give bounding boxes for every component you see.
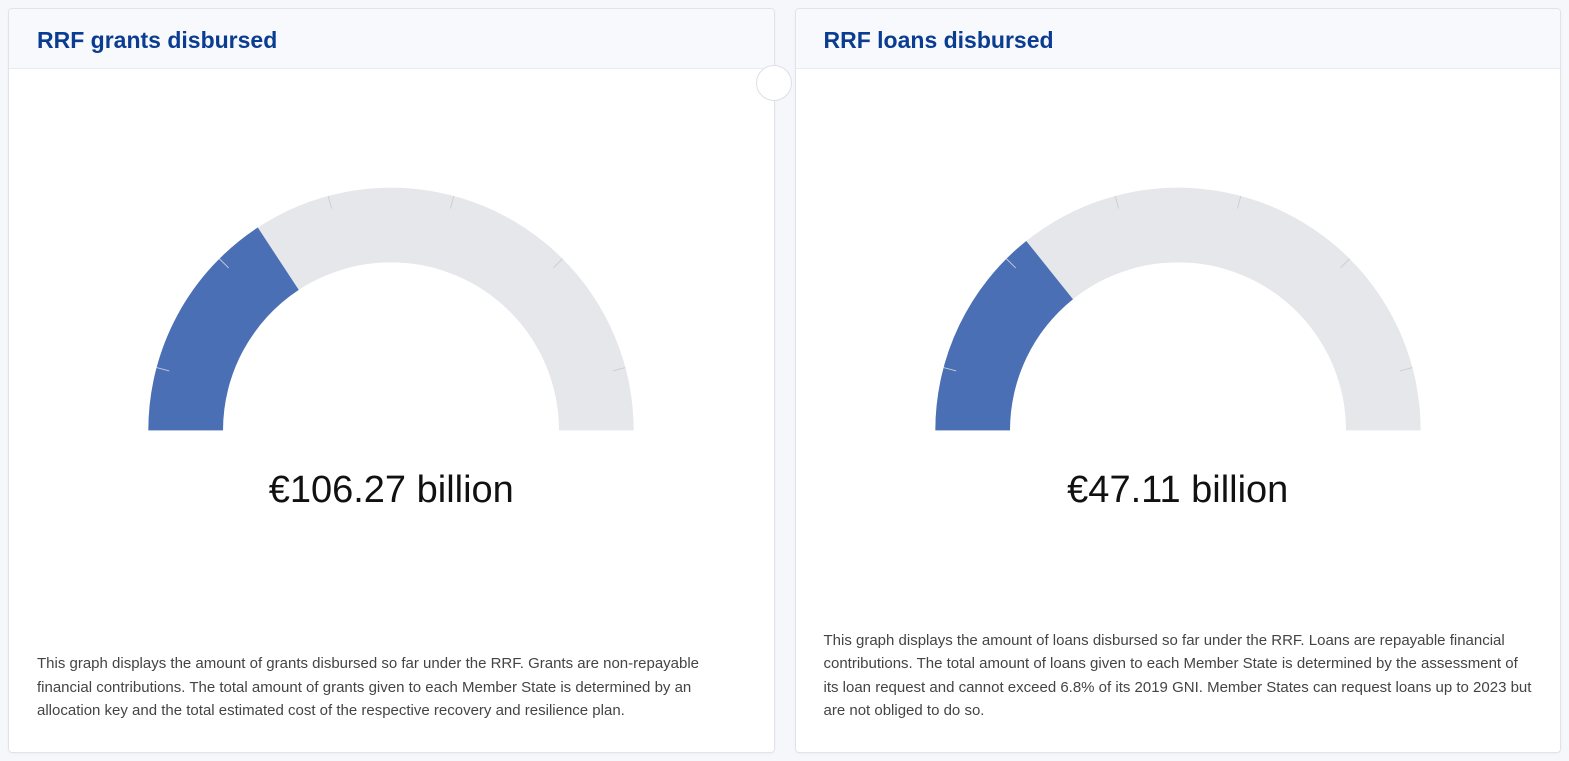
grants-card: RRF grants disbursed €106.27 billion Thi… [8,8,775,753]
grants-description: This graph displays the amount of grants… [9,652,774,752]
grants-card-header: RRF grants disbursed [9,9,774,69]
grants-title: RRF grants disbursed [37,27,746,54]
grants-gauge: €106.27 billion [33,69,750,512]
loans-card-body: €47.11 billion [796,69,1561,629]
grants-gauge-svg [121,169,661,449]
grants-value: €106.27 billion [269,469,514,512]
loans-card-header: RRF loans disbursed [796,9,1561,69]
loans-card: RRF loans disbursed €47.11 billion This … [795,8,1562,753]
loans-gauge: €47.11 billion [820,69,1537,512]
loans-value: €47.11 billion [1067,469,1288,512]
loans-gauge-svg [908,169,1448,449]
loans-description: This graph displays the amount of loans … [796,629,1561,752]
card-notch [756,65,792,101]
loans-title: RRF loans disbursed [824,27,1533,54]
grants-card-body: €106.27 billion [9,69,774,652]
